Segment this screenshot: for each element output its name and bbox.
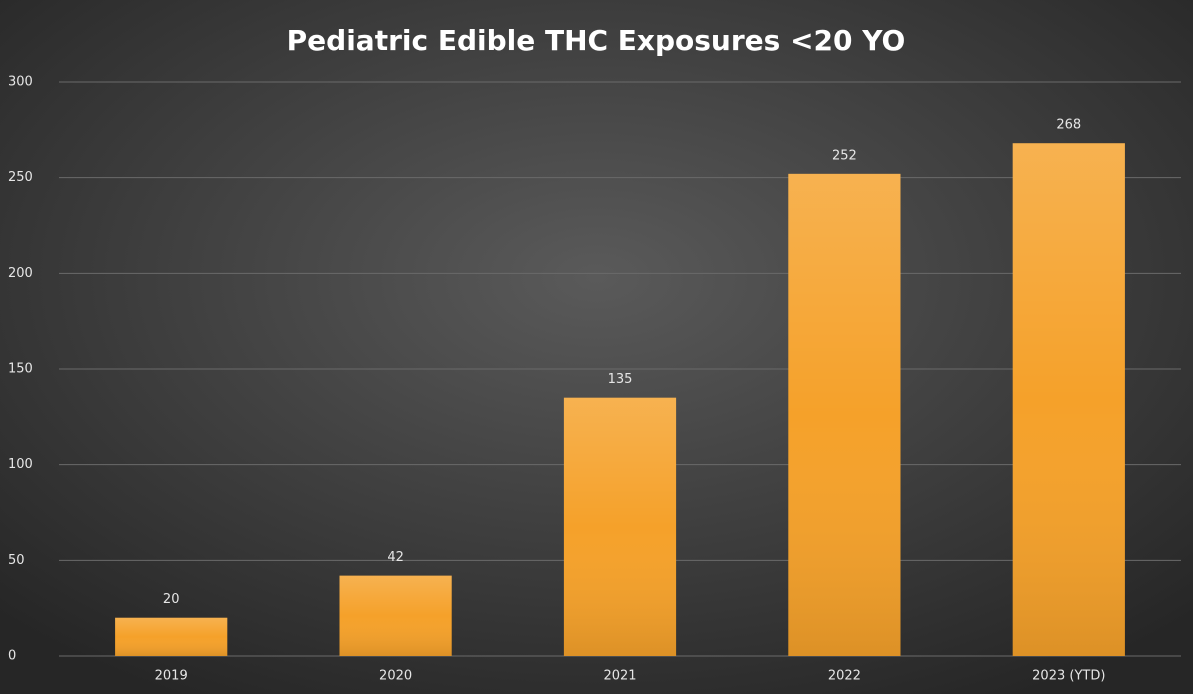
- data-label: 268: [1056, 118, 1081, 133]
- bar-shade: [563, 397, 677, 656]
- data-label: 135: [608, 372, 633, 387]
- data-label: 252: [832, 148, 857, 163]
- x-tick-label: 2023 (YTD): [1032, 669, 1105, 684]
- x-tick-label: 2019: [155, 669, 188, 684]
- y-tick-label: 300: [8, 75, 33, 90]
- x-tick-label: 2022: [828, 669, 861, 684]
- y-tick-label: 0: [8, 649, 16, 664]
- y-tick-label: 100: [8, 457, 33, 472]
- chart-title: Pediatric Edible THC Exposures <20 YO: [287, 24, 906, 57]
- bar-shade: [115, 617, 228, 656]
- y-tick-label: 200: [8, 266, 33, 281]
- data-label: 20: [163, 592, 180, 607]
- y-tick-label: 250: [8, 170, 33, 185]
- x-tick-label: 2020: [379, 669, 412, 684]
- bar-shade: [339, 575, 452, 656]
- data-label: 42: [387, 550, 404, 565]
- y-tick-label: 150: [8, 362, 33, 377]
- y-tick-label: 50: [8, 553, 25, 568]
- x-tick-label: 2021: [603, 669, 636, 684]
- bar-shade: [1012, 143, 1125, 656]
- bar-shade: [788, 173, 901, 656]
